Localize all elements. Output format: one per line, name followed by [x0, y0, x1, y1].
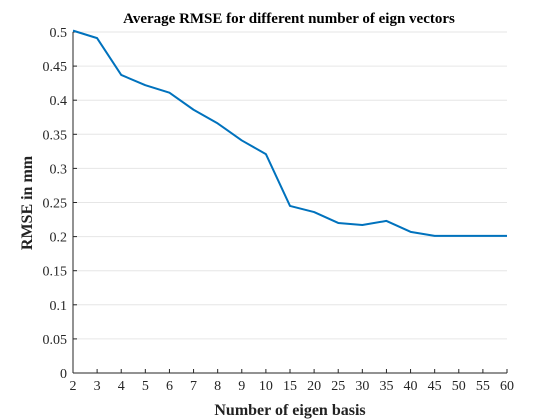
- x-tick-label: 15: [283, 379, 297, 394]
- x-tick-label: 5: [142, 379, 149, 394]
- chart-title: Average RMSE for different number of eig…: [123, 11, 455, 27]
- y-tick-label: 0.3: [50, 162, 68, 177]
- y-tick-label: 0.35: [43, 128, 68, 143]
- x-tick-label: 45: [428, 379, 442, 394]
- y-tick-label: 0.45: [43, 60, 68, 75]
- x-axis-label: Number of eigen basis: [214, 402, 365, 419]
- x-tick-label: 20: [307, 379, 321, 394]
- grid-lines: [73, 32, 507, 339]
- y-tick-label: 0.2: [50, 231, 68, 246]
- x-tick-label: 2: [70, 379, 77, 394]
- x-tick-label: 10: [259, 379, 273, 394]
- x-tick-label: 9: [238, 379, 245, 394]
- x-tick-label: 7: [190, 379, 197, 394]
- y-tick-label: 0.4: [50, 94, 68, 109]
- x-tick-label: 35: [379, 379, 393, 394]
- y-tick-label: 0.1: [50, 299, 68, 314]
- y-ticks: 0 0.05 0.1 0.15 0.2 0.25 0.3 0.35 0.4 0.45 0.5: [43, 26, 78, 382]
- x-tick-label: 4: [118, 379, 125, 394]
- x-tick-label: 50: [452, 379, 466, 394]
- x-tick-label: 55: [476, 379, 490, 394]
- x-tick-label: 3: [94, 379, 101, 394]
- x-tick-label: 60: [500, 379, 514, 394]
- y-tick-label: 0.5: [50, 26, 68, 41]
- y-axis-label: RMSE in mm: [19, 155, 36, 250]
- x-tick-label: 8: [214, 379, 221, 394]
- y-tick-label: 0.25: [43, 197, 68, 212]
- y-tick-label: 0.15: [43, 265, 68, 280]
- y-tick-label: 0: [60, 367, 67, 382]
- series-line: [73, 31, 507, 236]
- x-tick-label: 6: [166, 379, 173, 394]
- x-tick-label: 30: [355, 379, 369, 394]
- series-layer: [73, 31, 507, 236]
- x-tick-label: 40: [404, 379, 418, 394]
- y-tick-label: 0.05: [43, 333, 68, 348]
- x-tick-label: 25: [331, 379, 345, 394]
